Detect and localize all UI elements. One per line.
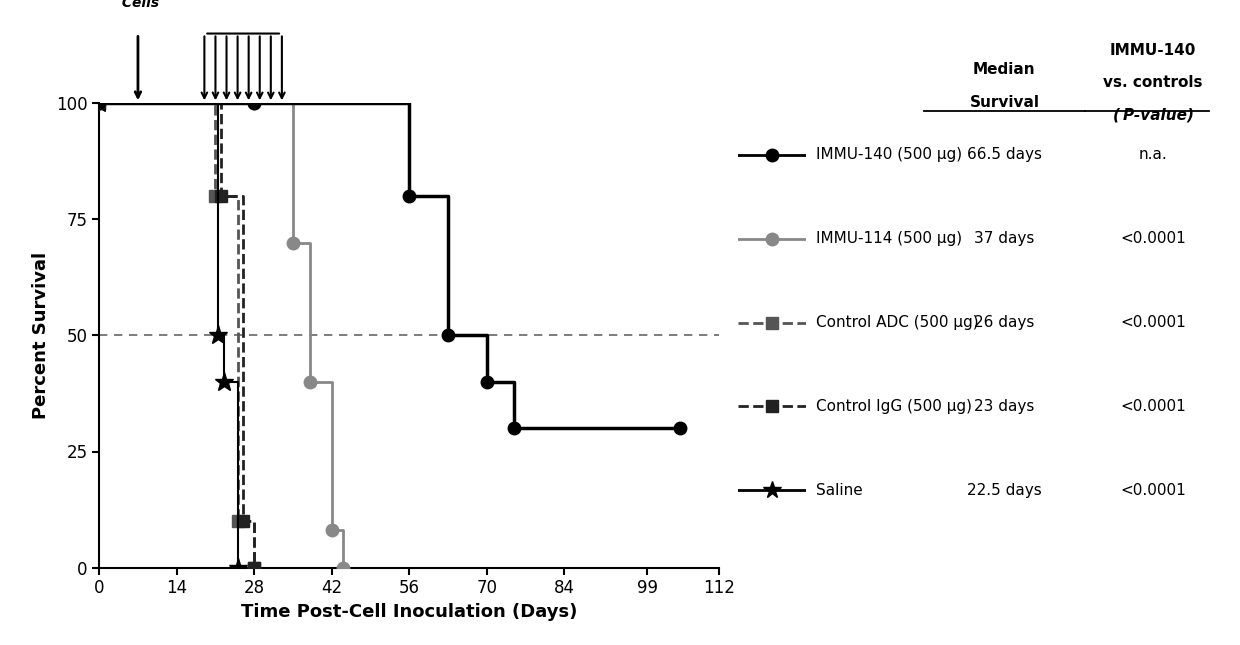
Text: Median: Median [973,63,1035,77]
Text: 22.5 days: 22.5 days [967,482,1042,498]
Text: Saline: Saline [816,482,863,498]
Text: <0.0001: <0.0001 [1120,482,1187,498]
Y-axis label: Percent Survival: Percent Survival [32,252,50,419]
Text: Inject
 Cells: Inject Cells [117,0,160,10]
Text: vs. controls: vs. controls [1104,75,1203,90]
Text: <0.0001: <0.0001 [1120,315,1187,330]
Text: n.a.: n.a. [1138,147,1168,163]
Text: 66.5 days: 66.5 days [967,147,1042,163]
Text: IMMU-140: IMMU-140 [1110,43,1197,58]
Text: Control ADC (500 μg): Control ADC (500 μg) [816,315,978,330]
Text: 26 days: 26 days [975,315,1034,330]
Text: IMMU-140 (500 μg): IMMU-140 (500 μg) [816,147,962,163]
Text: <0.0001: <0.0001 [1120,399,1187,414]
Text: Control IgG (500 μg): Control IgG (500 μg) [816,399,972,414]
Text: 37 days: 37 days [975,231,1034,246]
X-axis label: Time Post-Cell Inoculation (Days): Time Post-Cell Inoculation (Days) [241,603,578,621]
Text: Survival: Survival [970,95,1039,110]
Text: IMMU-114 (500 μg): IMMU-114 (500 μg) [816,231,962,246]
Text: <0.0001: <0.0001 [1120,231,1187,246]
Text: 23 days: 23 days [975,399,1034,414]
Text: ( P-value): ( P-value) [1112,108,1194,123]
